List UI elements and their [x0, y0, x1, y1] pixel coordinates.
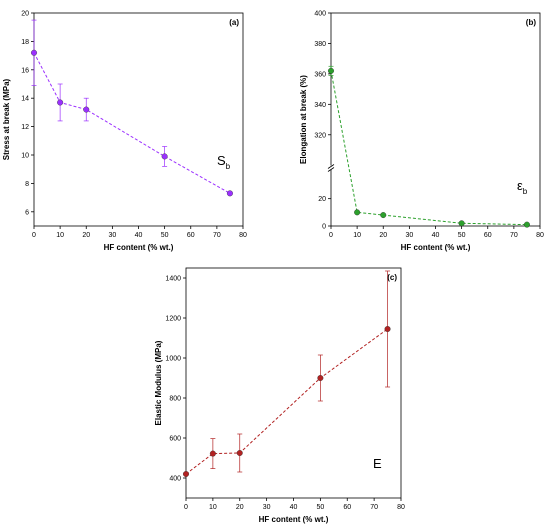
- y-axis-label: Elongation at break (%): [299, 75, 308, 164]
- panel-label: (c): [387, 273, 397, 282]
- data-point: [31, 49, 38, 56]
- y-tick-label: 600: [169, 436, 181, 443]
- data-point: [182, 471, 189, 478]
- y-tick-label: 12: [21, 124, 29, 131]
- y-tick-label: 340: [314, 102, 326, 109]
- x-tick-label: 0: [184, 504, 188, 511]
- plot-frame: [185, 267, 402, 499]
- x-axis-label: HF content (% wt.): [259, 515, 329, 524]
- x-tick-label: 60: [484, 232, 492, 239]
- x-axis-label: HF content (% wt.): [401, 243, 471, 252]
- x-tick-label: 20: [379, 232, 387, 239]
- data-point: [354, 209, 361, 216]
- y-tick-label: 6: [25, 209, 29, 216]
- x-tick-label: 0: [32, 232, 36, 239]
- y-axis-label: Stress at break (MPa): [2, 78, 11, 160]
- panel-annotation-subscript: b: [226, 162, 231, 171]
- x-tick-label: 40: [290, 504, 298, 511]
- x-tick-label: 10: [56, 232, 64, 239]
- x-tick-label: 70: [370, 504, 378, 511]
- y-tick-label: 400: [169, 476, 181, 483]
- x-tick-label: 40: [432, 232, 440, 239]
- x-tick-label: 0: [329, 232, 333, 239]
- panel-annotation-subscript: b: [523, 187, 528, 196]
- data-point: [523, 221, 530, 228]
- panel-a: 0 10 20 30 40 50 60 70 80 6 8 10 12 14 16 18 20 HF conten…: [2, 11, 247, 253]
- y-tick-label: 360: [314, 71, 326, 78]
- plot-frame: [330, 12, 541, 227]
- y-tick-label: 1200: [165, 316, 181, 323]
- x-tick-label: 60: [187, 232, 195, 239]
- x-tick-label: 70: [510, 232, 518, 239]
- series-line: [33, 52, 231, 194]
- y-tick-label: 14: [21, 96, 29, 103]
- y-axis-label: Elastic Modulus (MPa): [154, 340, 163, 425]
- x-tick-label: 70: [213, 232, 221, 239]
- y-tick-label: 320: [314, 132, 326, 139]
- panel-annotation: Sb: [217, 153, 231, 171]
- x-tick-label: 10: [209, 504, 217, 511]
- y-tick-label: 20: [318, 196, 326, 203]
- data-point: [317, 375, 324, 382]
- plot-frame: [33, 12, 244, 227]
- panel-c: 0 10 20 30 40 50 60 70 80 400 600 800 1000 1200 1400 HF…: [154, 267, 405, 524]
- data-point: [236, 450, 243, 457]
- panel-annotation: E: [373, 456, 382, 471]
- y-tick-label: 1000: [165, 356, 181, 363]
- data-point: [380, 212, 387, 219]
- panel-label: (b): [526, 18, 537, 27]
- panel-b: 0 10 20 30 40 50 60 70 80 0 20 320 340 360 380 400 HF co…: [299, 11, 544, 253]
- panel-label: (a): [229, 18, 239, 27]
- data-point: [161, 153, 168, 160]
- data-point: [209, 450, 216, 457]
- data-point: [458, 220, 465, 227]
- x-tick-label: 20: [236, 504, 244, 511]
- axis-break-gap: [329, 165, 333, 170]
- y-tick-label: 1400: [165, 276, 181, 283]
- axis-break-mark: [327, 164, 335, 169]
- data-point: [83, 106, 90, 113]
- y-tick-label: 18: [21, 39, 29, 46]
- y-tick-label: 8: [25, 181, 29, 188]
- y-tick-label: 0: [322, 224, 326, 231]
- y-tick-label: 20: [21, 11, 29, 18]
- x-tick-label: 30: [108, 232, 116, 239]
- x-tick-label: 80: [239, 232, 247, 239]
- data-point: [384, 326, 391, 333]
- series-line: [330, 70, 527, 226]
- data-point: [57, 99, 64, 106]
- x-tick-label: 50: [458, 232, 466, 239]
- y-tick-label: 10: [21, 153, 29, 160]
- x-tick-label: 60: [343, 504, 351, 511]
- series-line: [185, 328, 388, 475]
- x-tick-label: 10: [353, 232, 361, 239]
- x-tick-label: 30: [263, 504, 271, 511]
- x-tick-label: 50: [161, 232, 169, 239]
- x-tick-label: 20: [82, 232, 90, 239]
- y-tick-label: 800: [169, 396, 181, 403]
- x-tick-label: 80: [536, 232, 544, 239]
- axis-break-mark: [327, 167, 335, 172]
- x-tick-label: 40: [135, 232, 143, 239]
- x-axis-label: HF content (% wt.): [104, 243, 174, 252]
- data-point: [328, 67, 335, 74]
- x-tick-label: 50: [316, 504, 324, 511]
- panel-annotation: εb: [517, 178, 528, 196]
- y-tick-label: 400: [314, 11, 326, 18]
- y-tick-label: 380: [314, 41, 326, 48]
- data-point: [226, 190, 233, 197]
- y-tick-label: 16: [21, 67, 29, 74]
- x-tick-label: 80: [397, 504, 405, 511]
- x-tick-label: 30: [405, 232, 413, 239]
